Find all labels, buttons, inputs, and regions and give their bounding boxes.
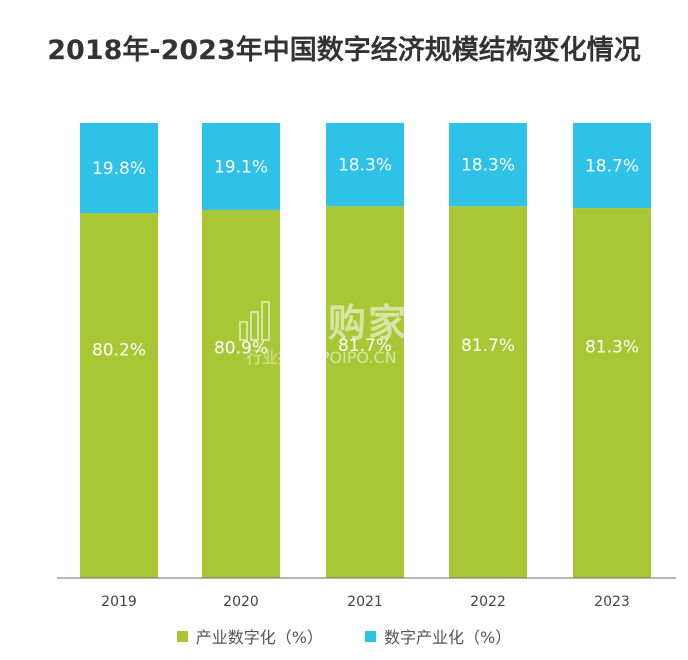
bar-industrial-digitalization-2023 [573,208,651,578]
legend-item-industrial-digitalization: 产业数字化（%） [176,624,323,648]
bar-digital-industrialization-2021 [326,123,404,207]
watermark: 并购家 行业报告 IPOIPO.CN [236,292,456,372]
data-label-digital-industrialization-2019: 19.8% [92,159,146,179]
legend-swatch-blue [365,630,376,642]
data-label-digital-industrialization-2020: 19.1% [214,157,268,177]
x-tick-label-2022: 2022 [470,594,506,610]
watermark-brand: 并购家 [288,301,409,345]
x-tick-labels: 2019 2020 2021 2022 2023 [101,594,630,610]
data-label-digital-industrialization-2022: 18.3% [461,156,515,176]
data-label-digital-industrialization-2021: 18.3% [338,156,392,176]
legend-label: 产业数字化（%） [195,628,323,647]
watermark-subtitle: 行业报告 IPOIPO.CN [246,348,397,367]
chart-title: 2018年-2023年中国数字经济规模结构变化情况 [47,35,641,66]
bar-industrial-digitalization-2020 [202,209,280,578]
bar-digital-industrialization-2020 [202,123,280,210]
bars-group: 80.2% 19.8% 80.9% 19.1% 81.7% 18.3% 81.7% 18.3%… [80,123,651,578]
x-tick-label-2023: 2023 [594,594,630,610]
x-tick-label-2020: 2020 [223,594,259,610]
bar-industrial-digitalization-2021 [326,206,404,578]
bar-industrial-digitalization-2022 [449,206,527,578]
data-label-industrial-digitalization-2022: 81.7% [461,336,515,356]
bar-digital-industrialization-2022 [449,123,527,207]
watermark-chart-icon [239,301,270,341]
legend-swatch-green [176,630,188,642]
data-label-industrial-digitalization-2021: 81.7% [338,336,392,356]
data-label-industrial-digitalization-2020: 80.9% [214,338,268,358]
bar-digital-industrialization-2019 [80,123,158,214]
legend-label: 数字产业化（%） [384,628,512,647]
x-tick-label-2019: 2019 [101,594,137,610]
legend: 产业数字化（%） 数字产业化（%） [0,624,688,648]
x-tick-label-2021: 2021 [347,594,383,610]
bar-digital-industrialization-2023 [573,123,651,209]
data-label-industrial-digitalization-2019: 80.2% [92,340,146,360]
data-label-industrial-digitalization-2023: 81.3% [585,337,639,357]
legend-item-digital-industrialization: 数字产业化（%） [365,624,511,648]
data-label-digital-industrialization-2023: 18.7% [585,157,639,177]
bar-industrial-digitalization-2019 [80,213,158,578]
